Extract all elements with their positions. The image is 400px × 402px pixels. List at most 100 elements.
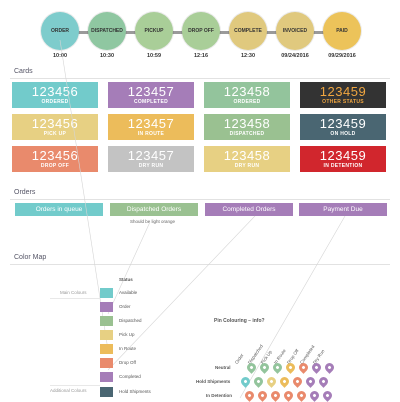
status-column-header: Status [119, 277, 133, 282]
status-card[interactable]: 123459 OTHER STATUS [300, 82, 386, 108]
card-status-label: PICK UP [43, 131, 67, 137]
color-map-row: Pick Up [100, 330, 210, 341]
section-title-color-map: Color Map [14, 254, 47, 261]
color-swatch [100, 316, 113, 326]
pin-row-label: Hold Shipments [196, 379, 231, 384]
section-divider [10, 78, 390, 79]
pin-column-label: Order [233, 352, 245, 365]
timeline-step-pickup[interactable]: PICKUP 10:59 [132, 12, 176, 59]
card-number: 123456 [31, 116, 79, 131]
main-colours-label: Main Colours [60, 290, 87, 295]
status-card[interactable]: 123458 DRY RUN [204, 146, 290, 172]
color-map-row: Completed [100, 372, 210, 383]
timeline-step-time: 10:30 [99, 53, 115, 59]
map-pin-icon [323, 361, 336, 374]
color-map-status-label: Completed [119, 374, 141, 379]
card-status-label: DRY RUN [234, 163, 260, 169]
status-card[interactable]: 123457 IN ROUTE [108, 114, 194, 140]
color-swatch [100, 288, 113, 298]
order-timeline: ORDER 10:00 DISPATCHED 10:30 PICKUP 10:5… [0, 0, 400, 60]
timeline-step-time: 10:59 [146, 53, 162, 59]
orders-annotation-note: Should be light orange [130, 219, 176, 224]
timeline-step-order[interactable]: ORDER 10:00 [38, 12, 82, 59]
color-swatch [100, 330, 113, 340]
timeline-step-time: 09/29/2016 [328, 53, 356, 59]
card-status-label: DISPATCHED [229, 131, 265, 137]
pin-row-label: Neutral [215, 365, 231, 370]
card-number: 123459 [319, 116, 367, 131]
color-swatch [100, 302, 113, 312]
additional-colours-label: Additional Colours [50, 388, 87, 393]
color-map-row: Dispatched [100, 316, 210, 327]
map-pin-icon [252, 375, 265, 388]
section-divider [10, 264, 390, 265]
color-map-status-label: Dispatched [119, 318, 142, 323]
section-title-orders: Orders [14, 189, 36, 196]
color-map-row: Order [100, 302, 210, 313]
map-pin-icon [310, 361, 323, 374]
card-status-label: ON HOLD [330, 131, 356, 137]
card-number: 123459 [319, 84, 367, 99]
card-status-label: COMPLETED [133, 99, 169, 105]
map-pin-icon [239, 375, 252, 388]
card-number: 123457 [127, 84, 175, 99]
color-map-status-label: In Route [119, 346, 137, 351]
timeline-step-circle: DISPATCHED [88, 12, 126, 50]
status-card[interactable]: 123458 ORDERED [204, 82, 290, 108]
timeline-step-circle: DROP OFF [182, 12, 220, 50]
pin-row-label: In Detention [206, 393, 232, 398]
timeline-step-complete[interactable]: COMPLETE 12:30 [226, 12, 270, 59]
section-title-cards: Cards [14, 68, 33, 75]
status-card[interactable]: 123456 PICK UP [12, 114, 98, 140]
status-card[interactable]: 123456 DROP OFF [12, 146, 98, 172]
status-card[interactable]: 123459 ON HOLD [300, 114, 386, 140]
card-status-label: IN ROUTE [137, 131, 165, 137]
timeline-step-time: 12:16 [193, 53, 209, 59]
timeline-step-time: 09/24/2016 [281, 53, 309, 59]
color-swatch [100, 358, 113, 368]
timeline-step-circle: ORDER [41, 12, 79, 50]
status-card[interactable]: 123459 IN DETENTION [300, 146, 386, 172]
timeline-step-circle: INVOICED [276, 12, 314, 50]
color-map-status-label: Order [119, 304, 131, 309]
timeline-step-drop-off[interactable]: DROP OFF 12:16 [179, 12, 223, 59]
dispatched-orders-button[interactable]: Dispatched Orders [110, 203, 198, 216]
completed-orders-button[interactable]: Completed Orders [205, 203, 293, 216]
timeline-step-dispatched[interactable]: DISPATCHED 10:30 [85, 12, 129, 59]
color-swatch [100, 387, 113, 397]
status-card[interactable]: 123457 COMPLETED [108, 82, 194, 108]
card-status-label: ORDERED [233, 99, 261, 105]
card-number: 123456 [31, 84, 79, 99]
color-map-row: Drop Off [100, 358, 210, 369]
map-pin-icon [245, 361, 258, 374]
card-number: 123458 [223, 84, 271, 99]
timeline-step-time: 10:00 [52, 53, 68, 59]
status-card[interactable]: 123457 DRY RUN [108, 146, 194, 172]
timeline-step-paid[interactable]: PAID 09/29/2016 [320, 12, 364, 59]
card-number: 123456 [31, 148, 79, 163]
color-map-row: Available [100, 288, 210, 299]
card-number: 123457 [127, 116, 175, 131]
payment-due-button[interactable]: Payment Due [299, 203, 387, 216]
map-pin-icon [317, 375, 330, 388]
timeline-step-circle: COMPLETE [229, 12, 267, 50]
timeline-step-invoiced[interactable]: INVOICED 09/24/2016 [273, 12, 317, 59]
pin-colouring-title: Pin Colouring – info? [214, 318, 265, 324]
status-card[interactable]: 123456 ORDERED [12, 82, 98, 108]
status-card[interactable]: 123458 DISPATCHED [204, 114, 290, 140]
color-map-status-label: Hold Shipments [119, 389, 151, 394]
timeline-step-circle: PICKUP [135, 12, 173, 50]
card-status-label: DRY RUN [138, 163, 164, 169]
card-number: 123459 [319, 148, 367, 163]
map-pin-icon [304, 375, 317, 388]
color-map-status-label: Available [119, 290, 138, 295]
timeline-step-time: 12:30 [240, 53, 256, 59]
map-pin-icon [297, 361, 310, 374]
card-status-label: IN DETENTION [323, 163, 363, 169]
card-number: 123458 [223, 116, 271, 131]
orders-in-queue-button[interactable]: Orders in queue [15, 203, 103, 216]
section-divider [10, 199, 390, 200]
card-number: 123458 [223, 148, 271, 163]
map-pin-icon [284, 361, 297, 374]
color-swatch [100, 344, 113, 354]
